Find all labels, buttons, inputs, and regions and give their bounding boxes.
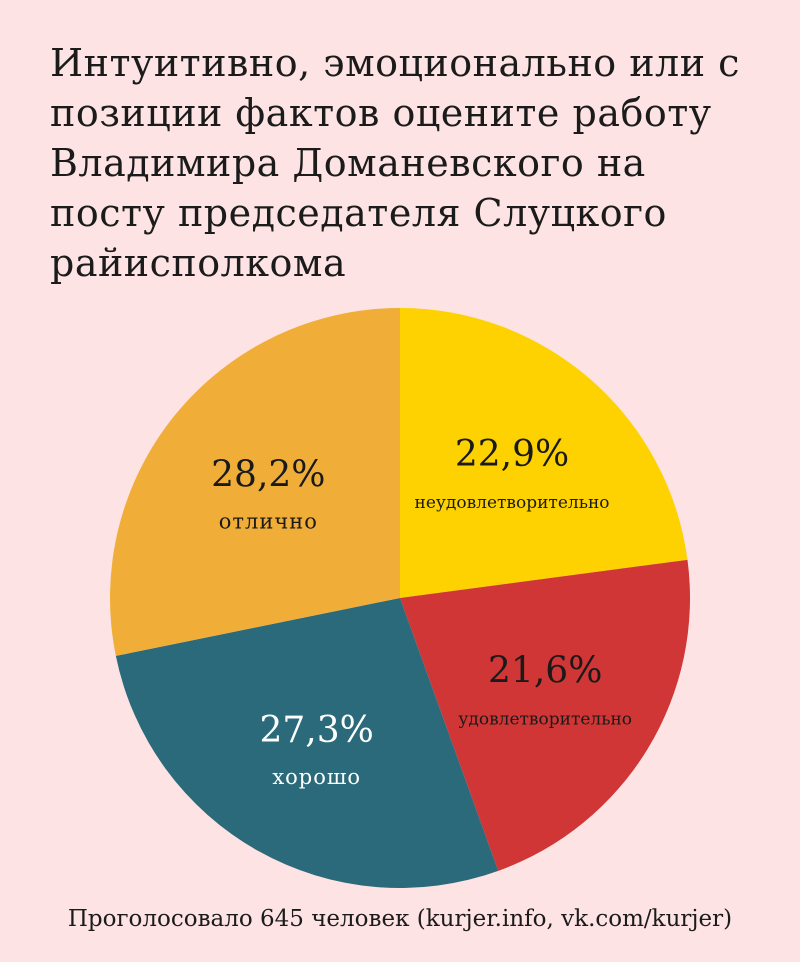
pie-slice-1 (400, 308, 688, 598)
slice-category-label: неудовлетворительно (414, 493, 609, 513)
pie-slice-2 (400, 559, 690, 871)
slice-category-label: хорошо (272, 765, 361, 789)
slice-value-label: 27,3% (260, 710, 374, 751)
slice-category-label: удовлетворительно (458, 709, 632, 729)
footer-note: Проголосовало 645 человек (kurjer.info, … (67, 906, 733, 932)
pie-slice-3 (115, 598, 499, 888)
slice-category-label: отлично (219, 509, 318, 533)
slice-value-label: 22,9% (455, 434, 569, 475)
chart-title: Интуитивно, эмоционально или с позиции ф… (50, 41, 740, 285)
pie-slice-4 (110, 308, 400, 656)
slice-value-label: 21,6% (488, 650, 602, 691)
slice-value-label: 28,2% (211, 454, 325, 495)
